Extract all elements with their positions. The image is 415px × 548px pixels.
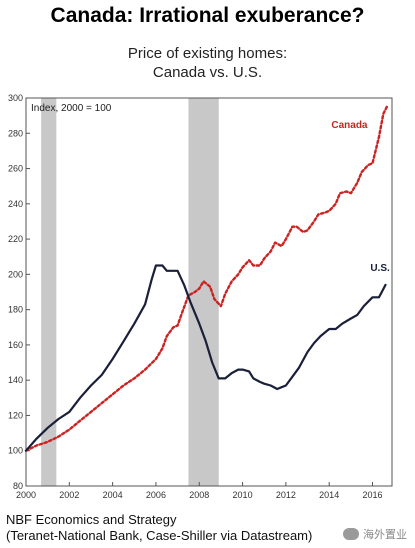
line-chart: 80 100 120 140 160 180 200 220 240 260 280 300 2000 2… (8, 93, 393, 500)
chart-subtitle: Price of existing homes: Canada vs. U.S. (0, 44, 415, 82)
y-tick-label-220: 220 (8, 234, 23, 244)
y-tick-label-80: 80 (13, 481, 23, 491)
chart-title: Canada: Irrational exuberance? (50, 4, 365, 27)
watermark-text: 海外置业 (363, 529, 407, 541)
x-tick-label-2000: 2000 (16, 490, 36, 500)
x-tick-label-2006: 2006 (146, 490, 166, 500)
source-line-2: (Teranet-National Bank, Case-Shiller via… (6, 528, 313, 543)
recession-band-1 (41, 98, 57, 486)
index-annotation: Index, 2000 = 100 (31, 103, 112, 114)
source-line-1: NBF Economics and Strategy (6, 512, 177, 527)
series-label-canada: Canada (331, 120, 368, 131)
x-tick-label-2004: 2004 (103, 490, 123, 500)
x-tick-label-2012: 2012 (276, 490, 296, 500)
source-note: NBF Economics and Strategy (Teranet-Nati… (6, 512, 312, 544)
x-tick-label-2010: 2010 (233, 490, 253, 500)
series-line-us (24, 264, 387, 452)
y-tick-label-300: 300 (8, 93, 23, 103)
recession-band-2 (188, 98, 219, 486)
y-tick-label-160: 160 (8, 340, 23, 350)
y-tick-label-140: 140 (8, 375, 23, 385)
y-tick-label-200: 200 (8, 269, 23, 279)
series-line-canada (24, 103, 389, 452)
y-tick-label-280: 280 (8, 128, 23, 138)
x-tick-label-2016: 2016 (362, 490, 382, 500)
plot-frame (25, 97, 393, 487)
watermark: 海外置业 (343, 526, 407, 542)
y-tick-label-240: 240 (8, 199, 23, 209)
wechat-icon (343, 528, 359, 540)
y-tick-label-100: 100 (8, 446, 23, 456)
y-tick-label-260: 260 (8, 164, 23, 174)
subtitle-line-1: Price of existing homes: (127, 45, 288, 62)
x-tick-label-2002: 2002 (59, 490, 79, 500)
series-label-us: U.S. (370, 263, 390, 274)
x-tick-label-2008: 2008 (189, 490, 209, 500)
y-tick-label-180: 180 (8, 305, 23, 315)
x-tick-label-2014: 2014 (319, 490, 339, 500)
subtitle-line-2: Canada vs. U.S. (152, 64, 263, 81)
y-tick-label-120: 120 (8, 410, 23, 420)
